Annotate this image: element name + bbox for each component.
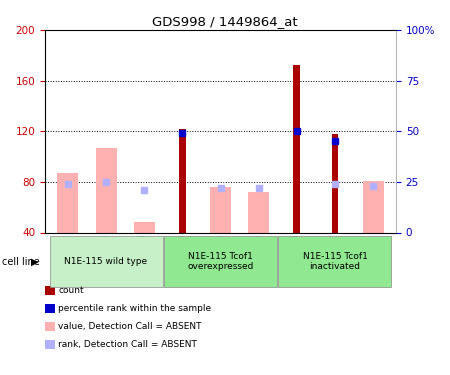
Text: percentile rank within the sample: percentile rank within the sample <box>58 304 212 313</box>
Text: N1E-115 wild type: N1E-115 wild type <box>64 257 148 266</box>
Bar <box>210 187 231 232</box>
Text: value, Detection Call = ABSENT: value, Detection Call = ABSENT <box>58 322 202 331</box>
Text: ▶: ▶ <box>31 256 38 267</box>
Bar <box>363 181 383 232</box>
Bar <box>293 65 300 232</box>
Bar <box>179 129 186 232</box>
Text: rank, Detection Call = ABSENT: rank, Detection Call = ABSENT <box>58 340 198 349</box>
Bar <box>332 134 338 232</box>
Text: GDS998 / 1449864_at: GDS998 / 1449864_at <box>152 15 298 28</box>
Text: count: count <box>58 286 84 295</box>
Bar <box>134 222 155 232</box>
Text: N1E-115 Tcof1
overexpressed: N1E-115 Tcof1 overexpressed <box>187 252 254 271</box>
Bar <box>248 192 269 232</box>
Bar <box>95 148 117 232</box>
Bar <box>58 173 78 232</box>
Text: cell line: cell line <box>2 256 40 267</box>
Text: N1E-115 Tcof1
inactivated: N1E-115 Tcof1 inactivated <box>302 252 367 271</box>
